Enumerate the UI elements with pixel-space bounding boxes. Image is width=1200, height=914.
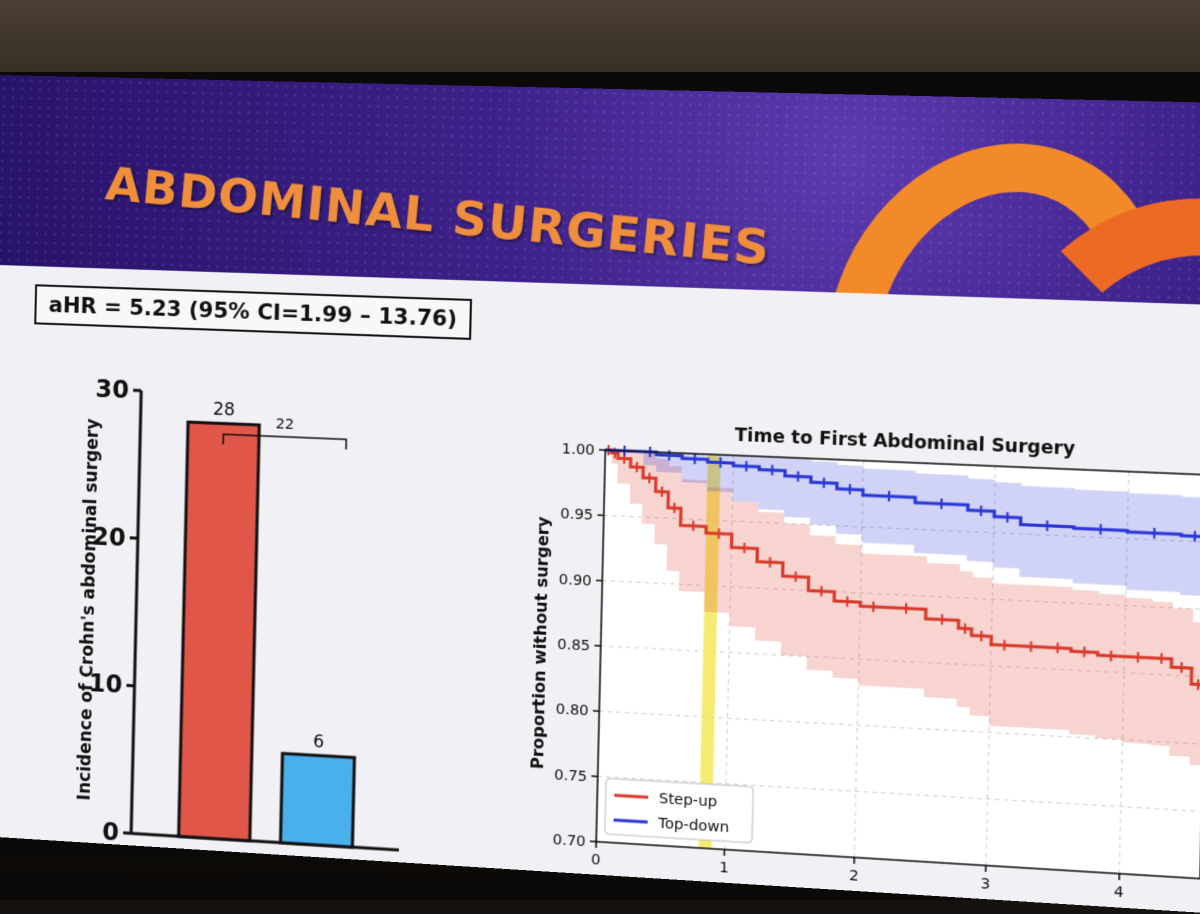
bar-chart: 0102030Incidence of Crohn's abdominal su… <box>62 348 441 893</box>
km-y-axis-label: Proportion without surgery <box>527 515 553 769</box>
km-y-tick-label: 0.70 <box>553 832 586 851</box>
km-x-tick-label: 2 <box>849 868 859 885</box>
bar-y-axis-label: Incidence of Crohn's abdominal surgery <box>73 418 102 801</box>
hazard-ratio-box: aHR = 5.23 (95% CI=1.99 – 13.76) <box>34 284 472 340</box>
km-y-tick-label: 1.00 <box>562 441 595 459</box>
legend-label: Step-up <box>659 791 718 811</box>
bar-data-label: 6 <box>313 731 325 752</box>
bar-data-label: 28 <box>213 399 235 420</box>
km-y-tick-label: 0.80 <box>556 702 589 720</box>
bar-top-down <box>280 753 354 847</box>
difference-label: 22 <box>276 416 295 433</box>
legend-swatch <box>614 795 648 797</box>
bar-y-tick-label: 0 <box>102 817 119 846</box>
km-x-tick-label: 3 <box>980 876 990 893</box>
km-y-tick-label: 0.85 <box>557 636 590 654</box>
slide: ABDOMINAL SURGERIES aHR = 5.23 (95% CI=1… <box>0 75 1200 914</box>
km-x-tick-label: 1 <box>719 860 729 877</box>
km-y-tick-label: 0.90 <box>559 571 592 589</box>
km-chart-title: Time to First Abdominal Surgery <box>735 424 1076 459</box>
bar-y-tick-label: 30 <box>95 375 129 405</box>
km-y-tick-label: 0.95 <box>560 506 593 524</box>
bar-x-axis <box>131 833 399 850</box>
bar-step-up <box>179 422 260 841</box>
km-y-tick-label: 0.75 <box>554 767 587 785</box>
kaplan-meier-chart: 0.70 0.75 0.80 0.85 0.90 0.95 1.00 0 1 2 3 4 Time to… <box>513 344 1200 911</box>
km-x-tick-label: 4 <box>1114 884 1124 902</box>
bar-y-tick <box>123 833 131 834</box>
km-x-tick-label: 0 <box>591 852 601 869</box>
legend-swatch <box>614 820 648 822</box>
bar-y-axis <box>131 391 141 834</box>
